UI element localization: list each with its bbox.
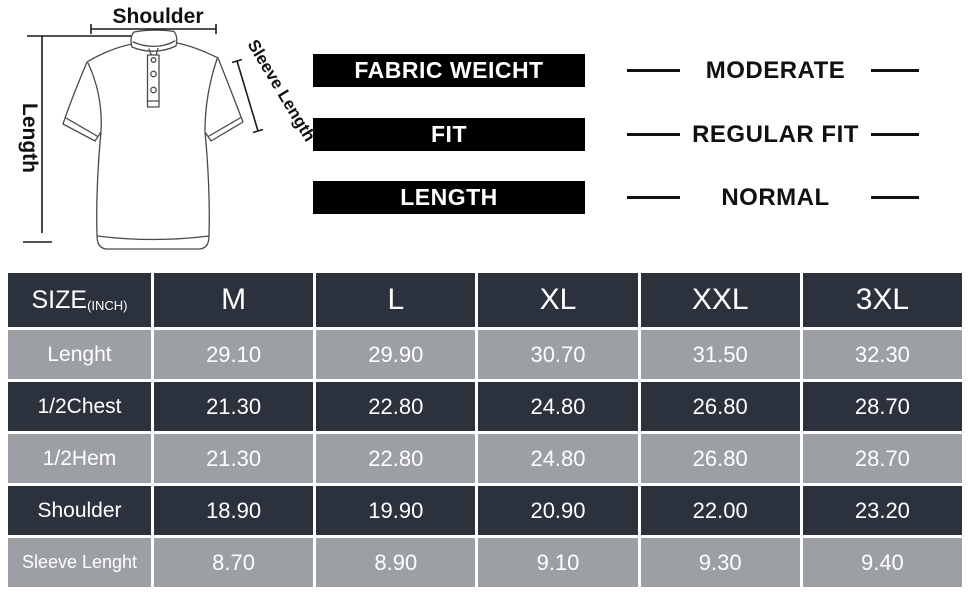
value-cell: 9.10 <box>478 538 638 587</box>
value-cell: 28.70 <box>802 382 962 431</box>
polo-shirt-drawing <box>62 29 244 250</box>
value-cell: 26.80 <box>640 382 800 431</box>
value-cell: 18.90 <box>154 486 314 535</box>
left-cuff-seam <box>65 117 98 137</box>
right-cuff-seam <box>208 117 241 137</box>
attribute-value-length: NORMAL <box>627 181 919 214</box>
row-label-sleeve-lenght: Sleeve Lenght <box>8 538 151 587</box>
attribute-bar-length: LENGTH <box>313 181 585 214</box>
shirt-measurement-diagram: Shoulder Length Sleeve Length <box>18 5 320 250</box>
row-label-lenght: Lenght <box>8 330 151 379</box>
attribute-bar-label: FABRIC WEICHT <box>354 57 544 83</box>
attribute-bar-fabric-weight: FABRIC WEICHT <box>313 54 585 87</box>
value-cell: 21.30 <box>154 434 314 483</box>
attribute-bar-label: LENGTH <box>400 184 498 210</box>
row-label-half-hem: 1/2Hem <box>8 434 151 483</box>
length-label: Length <box>18 103 41 173</box>
header-cell-xl: XL <box>478 273 638 327</box>
header-cell-size: SIZE (INCH) <box>8 273 151 327</box>
value-cell: 28.70 <box>802 434 962 483</box>
value-cell: 24.80 <box>478 434 638 483</box>
value-cell: 8.70 <box>154 538 314 587</box>
value-cell: 9.40 <box>802 538 962 587</box>
attribute-bar-label: FIT <box>431 121 467 147</box>
attribute-value-fit: REGULAR FIT <box>627 118 919 151</box>
value-cell: 24.80 <box>478 382 638 431</box>
right-armhole-seam <box>204 58 218 132</box>
collar-band-seam <box>132 40 176 48</box>
left-rule <box>627 133 680 136</box>
value-cell: 30.70 <box>478 330 638 379</box>
value-cell: 22.00 <box>640 486 800 535</box>
sleeve-length-label: Sleeve Length <box>244 36 320 145</box>
attribute-bar-fit: FIT <box>313 118 585 151</box>
attribute-value-fabric-weight: MODERATE <box>627 54 919 87</box>
left-rule <box>627 196 680 199</box>
header-cell-3xl: 3XL <box>802 273 962 327</box>
button-icon <box>150 70 157 78</box>
button-icon <box>150 57 157 63</box>
value-cell: 20.90 <box>478 486 638 535</box>
collar-outline <box>130 29 178 52</box>
shoulder-label: Shoulder <box>112 5 203 28</box>
size-label: SIZE <box>31 285 88 314</box>
attribute-value-text: MODERATE <box>705 56 846 84</box>
button-icon <box>150 86 157 94</box>
value-cell: 22.80 <box>316 434 476 483</box>
right-rule <box>871 133 919 136</box>
row-label-shoulder: Shoulder <box>8 486 151 535</box>
value-cell: 29.90 <box>316 330 476 379</box>
value-cell: 22.80 <box>316 382 476 431</box>
header-cell-l: L <box>316 273 476 327</box>
right-rule <box>871 69 919 72</box>
value-cell: 26.80 <box>640 434 800 483</box>
value-cell: 21.30 <box>154 382 314 431</box>
size-table: SIZE (INCH) M L XL XXL 3XL Lenght 29.10 2… <box>8 273 962 587</box>
value-cell: 23.20 <box>802 486 962 535</box>
value-cell: 32.30 <box>802 330 962 379</box>
value-cell: 9.30 <box>640 538 800 587</box>
attribute-value-text: NORMAL <box>721 183 830 211</box>
header-cell-xxl: XXL <box>640 273 800 327</box>
value-cell: 8.90 <box>316 538 476 587</box>
dimension-lines <box>23 24 264 243</box>
value-cell: 19.90 <box>316 486 476 535</box>
placket <box>146 54 160 108</box>
size-unit-label: (INCH) <box>87 298 128 313</box>
length-dimension-line <box>23 35 131 243</box>
row-label-half-chest: 1/2Chest <box>8 382 151 431</box>
sleeve-dimension-line <box>231 58 264 134</box>
header-cell-m: M <box>154 273 314 327</box>
value-cell: 29.10 <box>154 330 314 379</box>
attribute-value-text: REGULAR FIT <box>692 120 859 148</box>
left-rule <box>627 69 680 72</box>
right-rule <box>871 196 919 199</box>
value-cell: 31.50 <box>640 330 800 379</box>
left-armhole-seam <box>87 62 102 132</box>
hem-band-seam <box>96 235 210 241</box>
shoulder-dimension-line <box>90 24 217 34</box>
